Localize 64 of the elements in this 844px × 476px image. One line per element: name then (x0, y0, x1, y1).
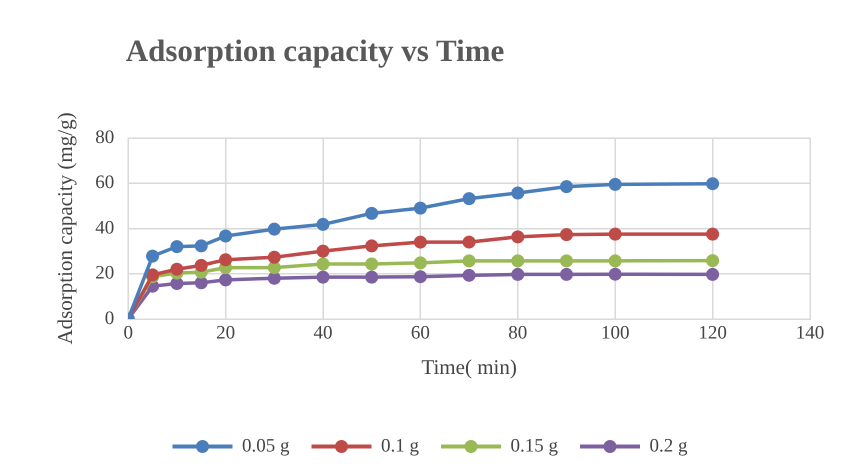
point (511, 268, 524, 281)
legend-label: 0.2 g (650, 435, 688, 456)
point (316, 258, 330, 271)
x-tick-label: 60 (410, 322, 430, 344)
point (219, 273, 232, 286)
point (414, 202, 427, 215)
point (194, 258, 208, 272)
point (560, 228, 573, 242)
point (194, 276, 208, 290)
legend-label: 0.15 g (510, 435, 558, 456)
x-tick-label: 40 (314, 322, 332, 344)
point (706, 177, 720, 190)
point (219, 229, 232, 242)
x-tick-label: 140 (796, 322, 824, 344)
point (268, 222, 281, 236)
x-tick-label: 80 (508, 322, 528, 344)
y-tick-label: 20 (95, 262, 114, 284)
point (170, 240, 184, 254)
y-axis-title: Adsorption capacity (mg/g) (53, 112, 78, 345)
point (462, 236, 476, 249)
point (316, 218, 330, 231)
point (316, 270, 330, 284)
point (268, 250, 281, 264)
point (511, 230, 524, 244)
x-tick-label: 20 (216, 322, 236, 344)
legend-label: 0.1 g (381, 435, 420, 456)
point (560, 254, 573, 268)
point (462, 192, 476, 206)
point (365, 239, 378, 252)
point (414, 270, 427, 284)
point (365, 206, 378, 220)
x-tick-label: 0 (123, 322, 133, 344)
point (194, 239, 208, 252)
point (608, 228, 622, 241)
x-axis-title: Time( min) (421, 354, 517, 379)
point (511, 186, 524, 200)
point (462, 268, 476, 282)
chart-title: Adsorption capacity vs Time (126, 33, 504, 68)
point (608, 254, 622, 268)
point (316, 244, 330, 258)
point (706, 268, 720, 281)
x-tick-label: 120 (698, 322, 727, 344)
point (706, 228, 720, 241)
point (608, 268, 622, 281)
y-tick-label: 60 (95, 172, 114, 194)
point (462, 254, 476, 268)
y-tick-label: 40 (95, 217, 114, 238)
point (365, 270, 378, 284)
y-tick-label: 0 (104, 308, 114, 329)
point (170, 262, 184, 276)
y-tick-label: 80 (95, 126, 114, 148)
point (268, 272, 281, 285)
point (608, 178, 622, 191)
legend-label: 0.05 g (242, 435, 290, 456)
x-tick-label: 100 (600, 322, 630, 344)
point (146, 250, 160, 263)
point (219, 253, 232, 266)
point (414, 256, 427, 270)
point (365, 258, 378, 271)
point (511, 254, 524, 268)
point (706, 254, 720, 268)
point (560, 180, 573, 194)
point (560, 268, 573, 281)
point (414, 236, 427, 249)
